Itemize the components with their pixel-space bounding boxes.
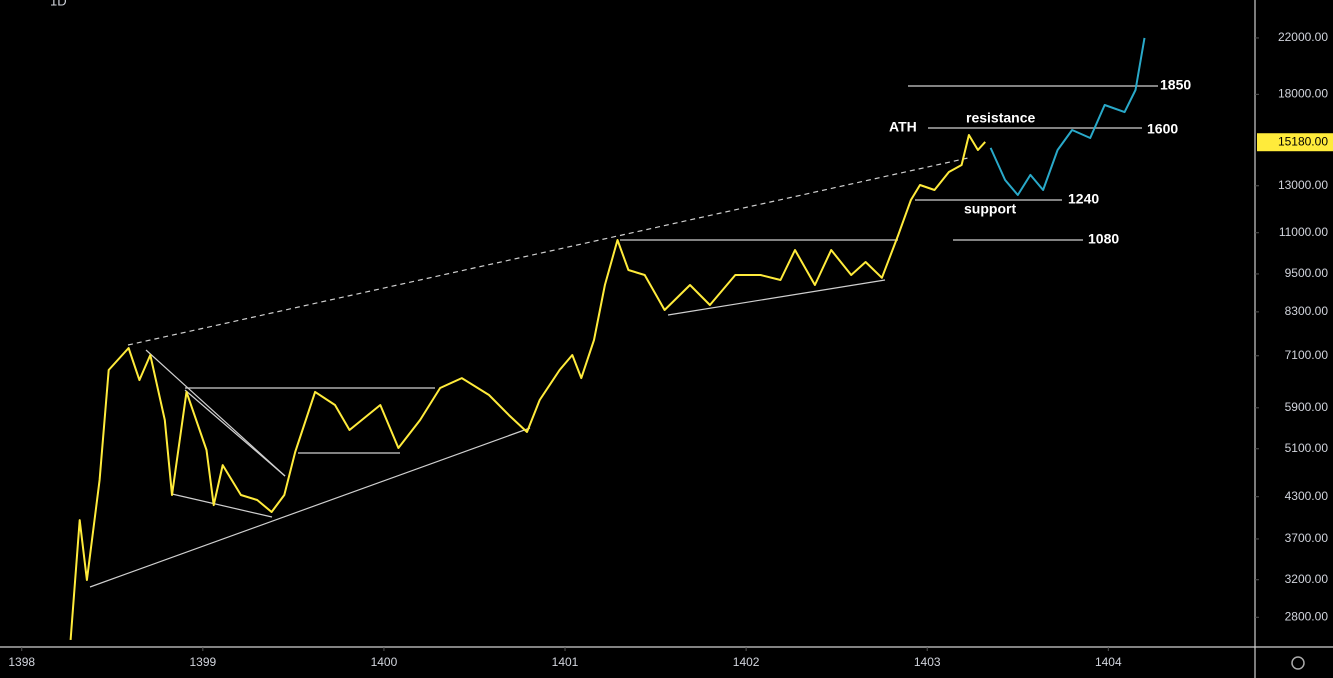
annotation: 1240 [1068,191,1099,207]
y-tick-label: 5100.00 [1285,441,1329,455]
x-tick-label: 1404 [1095,655,1122,669]
annotation: resistance [966,110,1035,126]
trendline [145,349,286,477]
y-tick-label: 18000.00 [1278,87,1328,101]
y-tick-label: 13000.00 [1278,178,1328,192]
x-tick-label: 1400 [371,655,398,669]
y-tick-label: 5900.00 [1285,400,1329,414]
x-tick-label: 1403 [914,655,941,669]
x-tick-label: 1401 [552,655,579,669]
annotation: support [964,201,1016,217]
y-tick-label: 4300.00 [1285,489,1329,503]
trendline [667,279,886,316]
y-tick-label: 8300.00 [1285,304,1329,318]
interval[interactable]: 1D [50,0,67,8]
trendline [184,389,286,477]
x-tick-label: 1398 [8,655,35,669]
trendline [89,427,531,588]
y-tick-label: 9500.00 [1285,266,1329,280]
price-line [69,134,986,640]
y-tick-label: 3200.00 [1285,572,1329,586]
annotation: 1080 [1088,231,1119,247]
annotation: 1600 [1147,121,1178,137]
trendline [171,493,273,518]
annotation: 1850 [1160,77,1191,93]
y-tick-label: 11000.00 [1279,225,1328,239]
y-tick-label: 7100.00 [1285,348,1329,362]
last-price-box [1257,133,1333,152]
x-tick-label: 1402 [733,655,760,669]
settings-icon[interactable] [1291,656,1305,670]
y-tick-label: 22000.00 [1278,30,1328,44]
drawings [89,85,1158,588]
price-line [989,37,1146,196]
x-tick-label: 1399 [189,655,216,669]
y-tick-label: 2800.00 [1285,609,1329,623]
annotation: ATH [889,119,917,135]
last-price-label: 15180.00 [1278,134,1328,148]
y-tick-label: 3700.00 [1285,531,1329,545]
